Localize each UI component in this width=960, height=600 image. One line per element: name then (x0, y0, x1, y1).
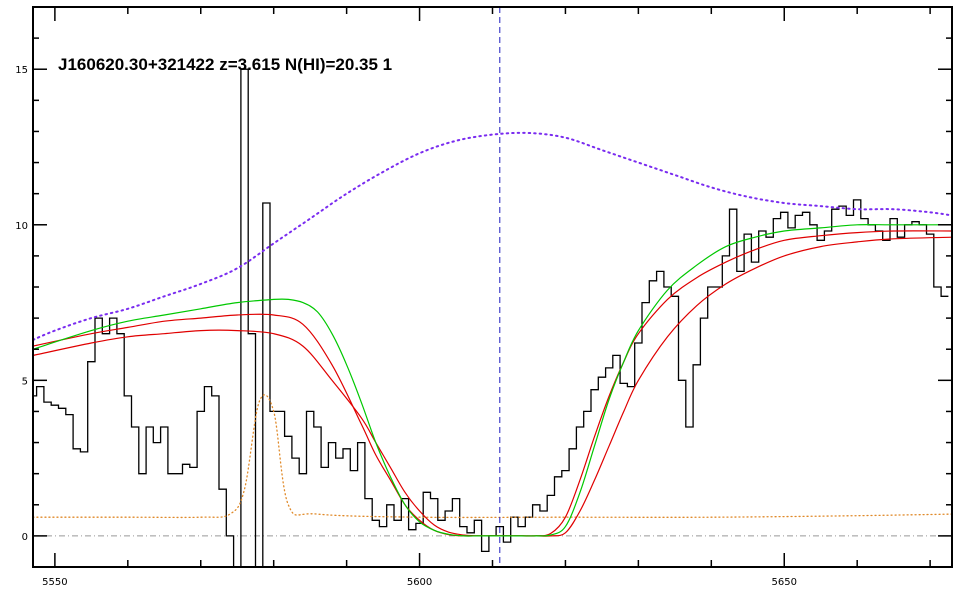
y-tick-label: 10 (15, 221, 28, 232)
y-tick-label: 5 (22, 376, 28, 387)
x-tick-label: 5550 (42, 577, 67, 588)
x-tick-label: 5600 (407, 577, 432, 588)
model-best-series (33, 223, 952, 537)
y-tick-label: 15 (15, 65, 28, 76)
continuum-series (33, 131, 952, 341)
y-tick-label: 0 (22, 532, 28, 543)
chart-title: J160620.30+321422 z=3.615 N(HI)=20.35 1 (58, 55, 392, 74)
x-tick-label: 5650 (772, 577, 797, 588)
error-series (33, 394, 952, 519)
